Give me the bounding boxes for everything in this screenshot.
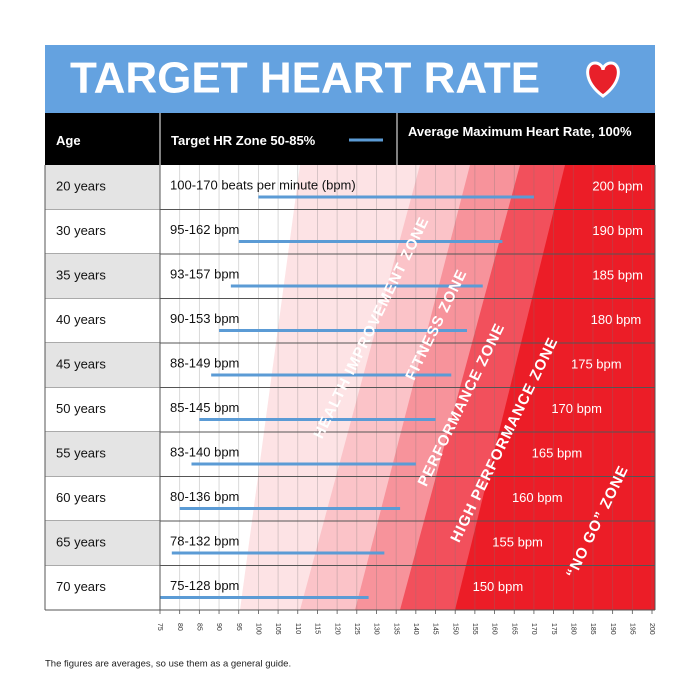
age-cell: [45, 343, 160, 388]
x-tick-label: 75: [156, 623, 163, 631]
x-tick-label: 80: [176, 623, 183, 631]
age-label: 70 years: [56, 579, 106, 594]
max-label: 175 bpm: [571, 356, 622, 371]
age-label: 50 years: [56, 401, 106, 416]
range-label: 78-132 bpm: [170, 533, 239, 548]
age-label: 20 years: [56, 179, 106, 194]
range-label: 83-140 bpm: [170, 444, 239, 459]
age-cell: [45, 432, 160, 477]
x-tick-label: 195: [628, 623, 635, 635]
max-label: 180 bpm: [591, 312, 642, 327]
x-tick-label: 100: [255, 623, 262, 635]
max-label: 155 bpm: [492, 534, 543, 549]
range-label: 85-145 bpm: [170, 400, 239, 415]
max-label: 160 bpm: [512, 490, 563, 505]
max-label: 200 bpm: [592, 178, 643, 193]
x-tick-label: 130: [373, 623, 380, 635]
max-label: 170 bpm: [551, 401, 602, 416]
age-label: 55 years: [56, 446, 106, 461]
x-tick-label: 165: [510, 623, 517, 635]
column-header: Target HR Zone 50-85%: [171, 133, 316, 148]
chart-title: TARGET HEART RATE: [70, 54, 540, 103]
x-tick-label: 90: [215, 623, 222, 631]
column-header: Average Maximum Heart Rate, 100%: [408, 124, 632, 139]
x-tick-label: 150: [451, 623, 458, 635]
age-cell: [45, 387, 160, 432]
age-label: 35 years: [56, 268, 106, 283]
max-label: 190 bpm: [592, 223, 643, 238]
max-label: 165 bpm: [532, 445, 583, 460]
x-tick-label: 120: [333, 623, 340, 635]
x-tick-label: 95: [235, 623, 242, 631]
range-label: 95-162 bpm: [170, 222, 239, 237]
max-label: 150 bpm: [473, 579, 524, 594]
range-label: 88-149 bpm: [170, 355, 239, 370]
heart-icon: [586, 61, 620, 98]
age-label: 60 years: [56, 490, 106, 505]
age-cell: [45, 254, 160, 299]
x-tick-label: 190: [609, 623, 616, 635]
x-tick-label: 125: [353, 623, 360, 635]
age-label: 45 years: [56, 357, 106, 372]
age-label: 40 years: [56, 312, 106, 327]
age-cell: [45, 209, 160, 254]
column-header: Age: [56, 133, 81, 148]
x-tick-label: 140: [412, 623, 419, 635]
footnote: The figures are averages, so use them as…: [45, 659, 291, 670]
age-cell: [45, 298, 160, 343]
range-label: 93-157 bpm: [170, 266, 239, 281]
x-tick-label: 200: [648, 623, 655, 635]
age-cell: [45, 165, 160, 210]
age-label: 30 years: [56, 223, 106, 238]
x-tick-label: 170: [530, 623, 537, 635]
x-tick-label: 85: [196, 623, 203, 631]
range-label: 75-128 bpm: [170, 578, 239, 593]
x-tick-label: 175: [550, 623, 557, 635]
range-label: 100-170 beats per minute (bpm): [170, 177, 356, 192]
x-tick-label: 145: [432, 623, 439, 635]
age-cell: [45, 565, 160, 610]
age-cell: [45, 521, 160, 566]
x-tick-label: 115: [314, 623, 321, 634]
age-label: 65 years: [56, 535, 106, 550]
x-tick-label: 185: [589, 623, 596, 635]
max-label: 185 bpm: [592, 267, 643, 282]
x-tick-label: 160: [491, 623, 498, 635]
age-cell: [45, 476, 160, 521]
range-label: 80-136 bpm: [170, 489, 239, 504]
x-tick-label: 105: [274, 623, 281, 635]
x-tick-label: 155: [471, 623, 478, 635]
range-label: 90-153 bpm: [170, 311, 239, 326]
title-banner: [45, 45, 655, 113]
x-tick-label: 135: [392, 623, 399, 635]
x-tick-label: 110: [294, 623, 301, 634]
x-tick-label: 180: [569, 623, 576, 635]
